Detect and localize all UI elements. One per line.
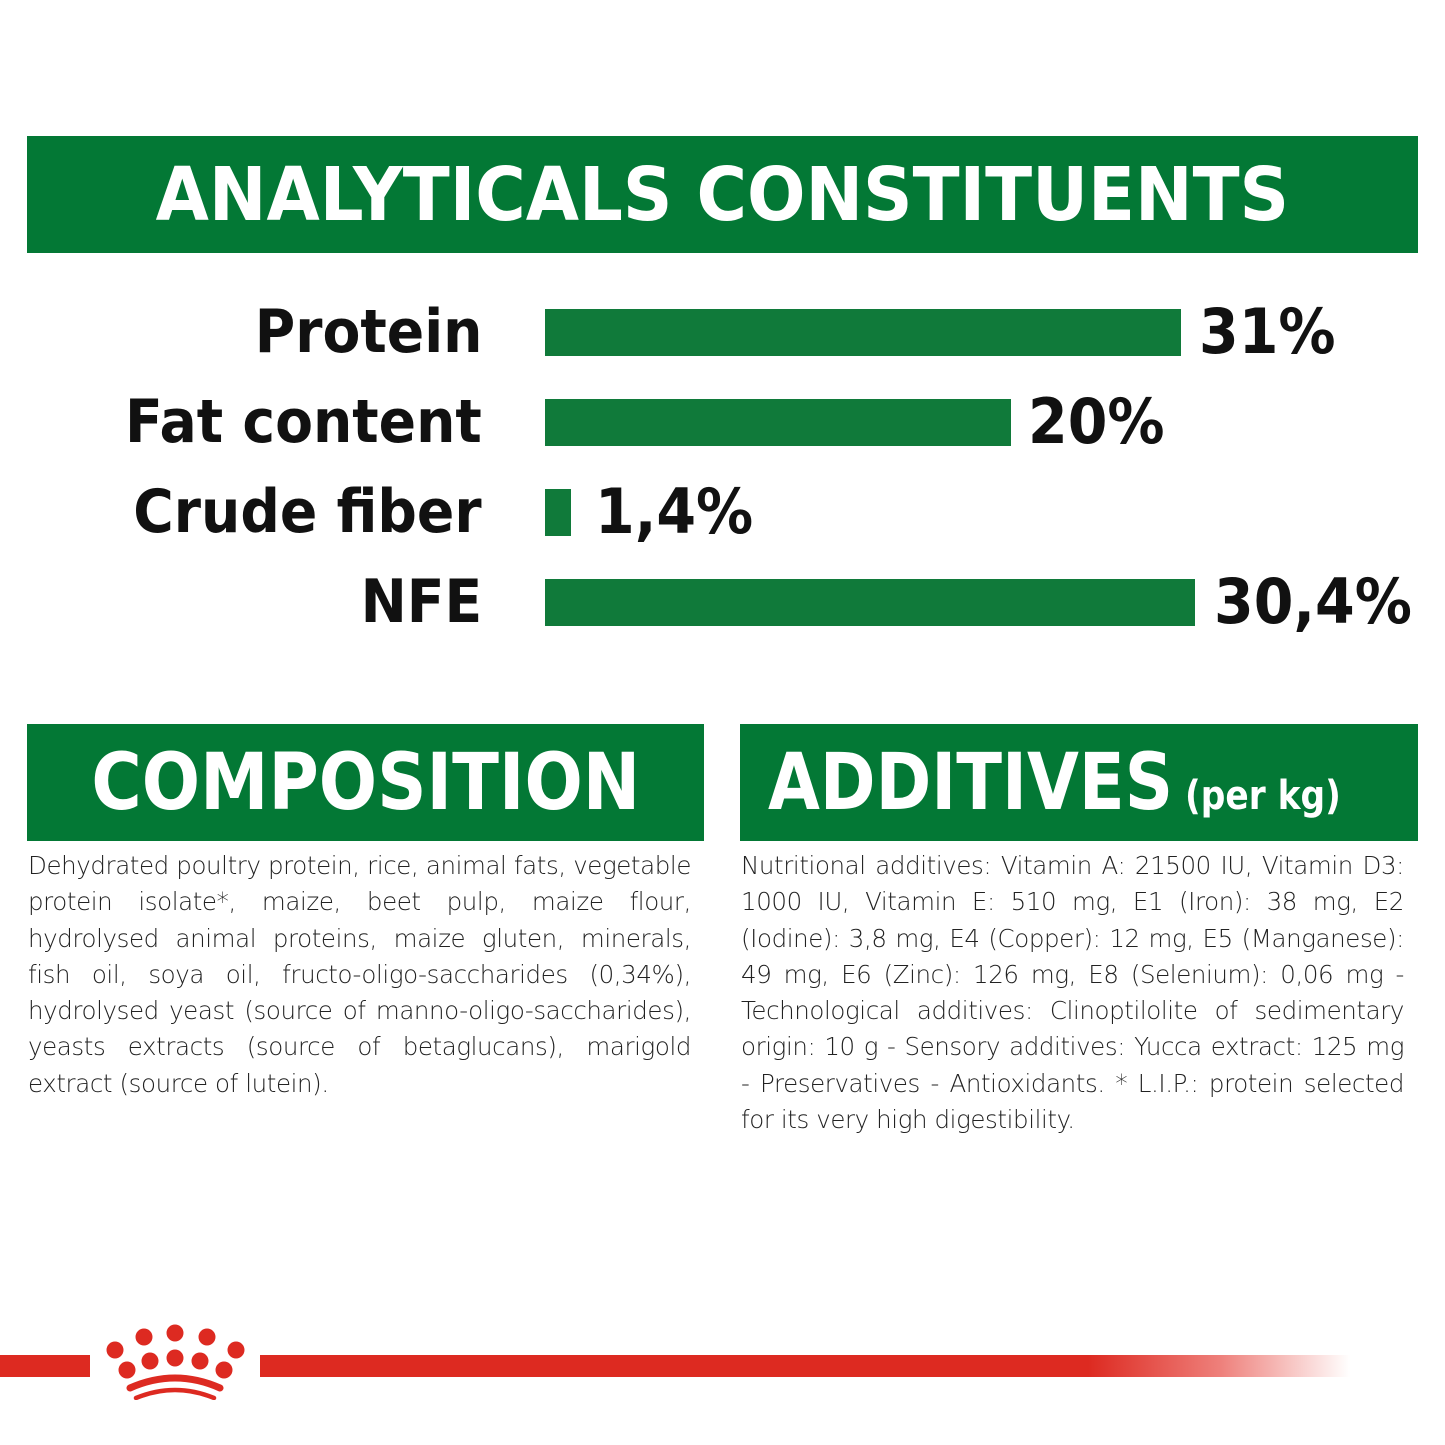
row-value: 1,4% — [595, 475, 754, 548]
analytical-constituents-banner: ANALYTICALS CONSTITUENTS — [27, 136, 1418, 253]
row-label: Fat content — [125, 387, 482, 457]
additives-title-main: ADDITIVES — [768, 737, 1174, 828]
row-value: 30,4% — [1214, 565, 1412, 638]
chart-row-protein: Protein 31% — [0, 295, 1445, 368]
chart-row-crude-fiber: Crude fiber 1,4% — [0, 475, 1445, 548]
chart-row-fat-content: Fat content 20% — [0, 385, 1445, 458]
row-label: NFE — [360, 567, 482, 637]
row-label: Crude fiber — [133, 477, 482, 547]
bar-protein — [545, 309, 1181, 356]
row-value: 31% — [1199, 295, 1336, 368]
bar-nfe — [545, 579, 1195, 626]
additives-title-unit: (per kg) — [1185, 772, 1341, 819]
additives-title: ADDITIVES (per kg) — [768, 738, 1341, 828]
bar-crude-fiber — [545, 489, 571, 536]
composition-banner: COMPOSITION — [27, 724, 704, 841]
composition-text: Dehydrated poultry protein, rice, animal… — [28, 851, 691, 1098]
footer-band-left — [0, 1355, 90, 1377]
crown-logo-icon — [100, 1320, 250, 1401]
additives-text: Nutritional additives: Vitamin A: 21500 … — [741, 851, 1404, 1135]
additives-banner: ADDITIVES (per kg) — [740, 724, 1418, 841]
row-value: 20% — [1028, 385, 1165, 458]
composition-title: COMPOSITION — [91, 737, 640, 828]
row-label: Protein — [254, 297, 482, 367]
bar-fat-content — [545, 399, 1011, 446]
analytical-constituents-title: ANALYTICALS CONSTITUENTS — [155, 151, 1290, 238]
chart-row-nfe: NFE 30,4% — [0, 565, 1445, 638]
footer-band-right — [260, 1355, 1350, 1377]
